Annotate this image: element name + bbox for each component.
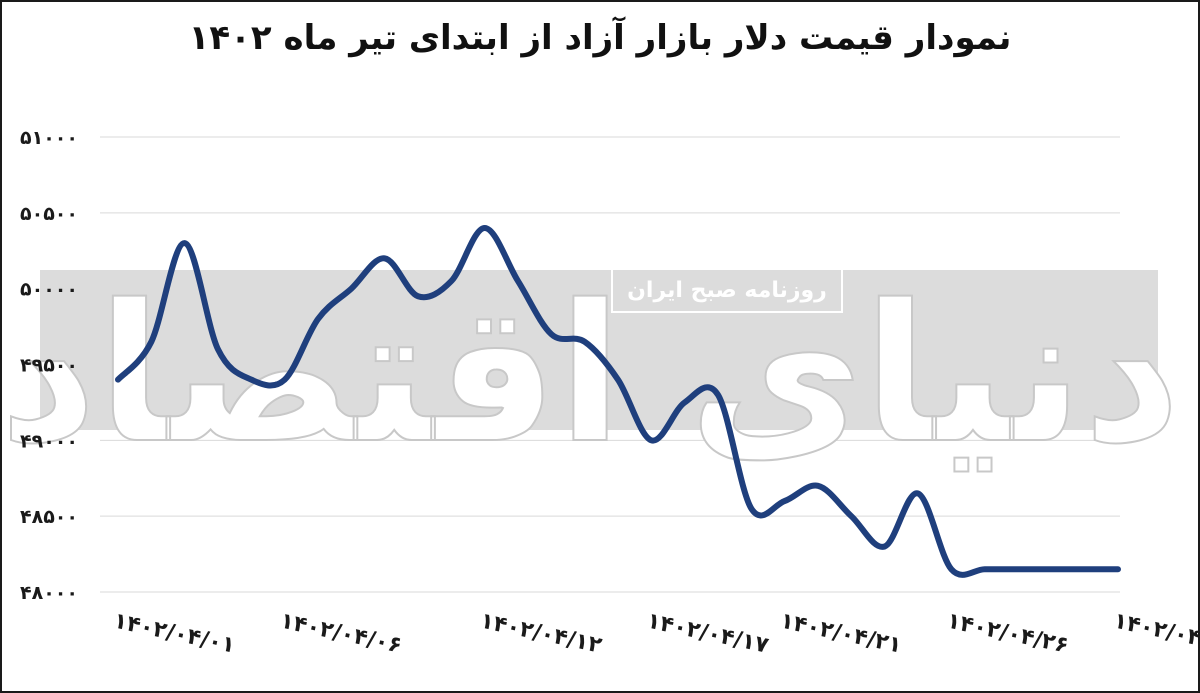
data-point	[648, 437, 654, 443]
data-point	[848, 513, 854, 519]
data-point	[115, 377, 121, 383]
watermark: روزنامه صبح ایران دنیای اقتصاد	[0, 263, 1182, 486]
data-point	[1048, 566, 1054, 572]
x-tick-label: ۱۴۰۲/۰۴/۲۶	[945, 609, 1071, 659]
x-tick-label: ۱۴۰۲/۰۴/۱۲	[478, 609, 605, 659]
data-point	[948, 566, 954, 572]
data-point	[348, 286, 354, 292]
x-axis: ۱۴۰۲/۰۴/۰۱ ۱۴۰۲/۰۴/۰۶ ۱۴۰۲/۰۴/۱۲ ۱۴۰۲/۰۴/۱۷…	[111, 609, 1200, 659]
data-point	[715, 392, 721, 398]
watermark-band	[40, 270, 1158, 430]
x-tick-label: ۱۴۰۲/۰۴/۰۶	[278, 609, 404, 659]
x-tick-label: ۱۴۰۲/۰۴/۲۱	[778, 609, 904, 659]
data-point	[282, 377, 288, 383]
x-tick-label: ۱۴۰۲/۰۴/۰۱	[111, 609, 237, 659]
series-layer	[115, 225, 1121, 578]
data-point	[782, 498, 788, 504]
data-point	[315, 316, 321, 322]
data-point	[148, 339, 154, 345]
data-point	[182, 240, 188, 246]
data-point	[1015, 566, 1021, 572]
data-point	[515, 278, 521, 284]
data-point	[815, 483, 821, 489]
watermark-brand: دنیای اقتصاد	[0, 264, 1181, 485]
data-point	[982, 566, 988, 572]
y-tick-label: ۴۸۵۰۰	[20, 506, 78, 528]
data-point	[382, 255, 388, 261]
y-tick-label: ۴۹۰۰۰	[20, 430, 78, 452]
data-point	[248, 377, 254, 383]
chart-title: نمودار قیمت دلار بازار آزاد از ابتدای تی…	[188, 18, 1012, 58]
watermark-subtitle: روزنامه صبح ایران	[627, 278, 827, 303]
data-point	[415, 293, 421, 299]
y-tick-label: ۵۱۰۰۰	[20, 127, 78, 149]
data-point	[915, 490, 921, 496]
x-tick-label: ۱۴۰۲/۰۴/۱۷	[645, 609, 772, 659]
data-point	[1082, 566, 1088, 572]
x-tick-label: ۱۴۰۲/۰۴/۳۱	[1111, 609, 1200, 659]
data-point	[582, 339, 588, 345]
y-tick-label: ۵۰۵۰۰	[20, 203, 78, 225]
data-point	[482, 225, 488, 231]
watermark-subtitle-box	[611, 267, 843, 313]
data-point	[548, 331, 554, 337]
data-point	[748, 506, 754, 512]
y-axis: ۵۱۰۰۰ ۵۰۵۰۰ ۵۰۰۰۰ ۴۹۵۰۰ ۴۹۰۰۰ ۴۸۵۰۰ ۴۸۰۰۰	[20, 127, 78, 604]
series-line-0	[115, 225, 1121, 578]
data-point	[448, 278, 454, 284]
data-point	[1115, 566, 1121, 572]
data-point	[882, 544, 888, 550]
y-tick-label: ۴۹۵۰۰	[20, 355, 78, 377]
y-tick-label: ۵۰۰۰۰	[20, 279, 78, 301]
y-tick-label: ۴۸۰۰۰	[20, 582, 78, 604]
data-point	[682, 399, 688, 405]
data-point	[615, 377, 621, 383]
data-point	[215, 346, 221, 352]
